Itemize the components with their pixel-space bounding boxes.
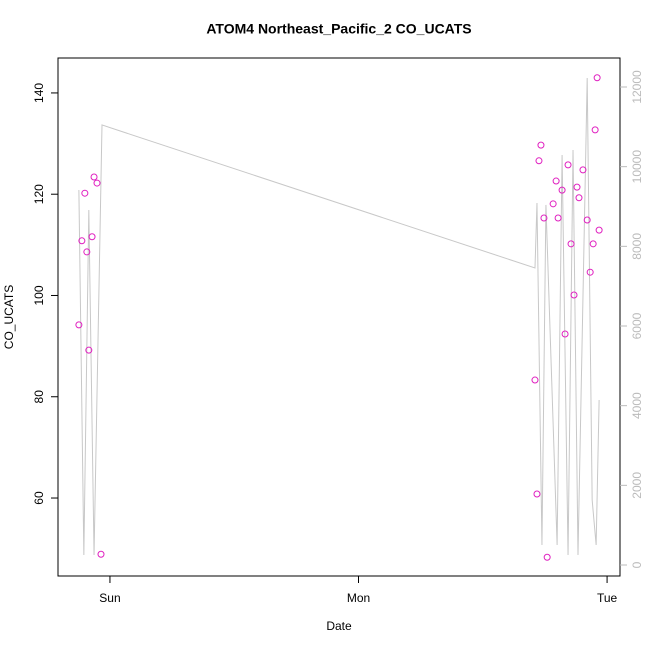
point <box>591 126 599 134</box>
y-tick-label: 80 <box>32 390 46 404</box>
point <box>593 74 601 82</box>
point <box>586 268 594 276</box>
point <box>85 346 93 354</box>
point <box>589 240 597 248</box>
point <box>83 248 91 256</box>
point <box>543 553 551 561</box>
point <box>573 183 581 191</box>
line <box>78 77 600 556</box>
point <box>93 179 101 187</box>
point <box>570 291 578 299</box>
x-tick-label: Mon <box>347 591 370 605</box>
point <box>78 237 86 245</box>
y2-tick-label: 10000 <box>630 150 644 184</box>
x-axis-label: Date <box>326 619 352 633</box>
point <box>97 550 105 558</box>
point <box>75 321 83 329</box>
point <box>549 200 557 208</box>
y-tick-label: 140 <box>32 83 46 103</box>
y-tick-label: 100 <box>32 285 46 305</box>
point <box>552 177 560 185</box>
y2-tick-label: 8000 <box>630 233 644 260</box>
point <box>567 240 575 248</box>
point <box>88 233 96 241</box>
point <box>595 226 603 234</box>
point <box>564 161 572 169</box>
y2-tick-label: 4000 <box>630 392 644 419</box>
point <box>540 214 548 222</box>
y-tick-label: 60 <box>32 491 46 505</box>
point <box>579 166 587 174</box>
point <box>558 186 566 194</box>
chart-title: ATOM4 Northeast_Pacific_2 CO_UCATS <box>206 21 471 37</box>
point <box>533 490 541 498</box>
point <box>90 173 98 181</box>
point <box>81 189 89 197</box>
y-axis-label: CO_UCATS <box>2 285 16 349</box>
point <box>535 157 543 165</box>
plot-box <box>57 57 621 577</box>
y2-tick-label: 6000 <box>630 312 644 339</box>
point <box>575 194 583 202</box>
point <box>583 216 591 224</box>
y-tick-label: 120 <box>32 184 46 204</box>
y2-tick-label: 12000 <box>630 70 644 104</box>
point <box>561 330 569 338</box>
point <box>554 214 562 222</box>
y2-tick-label: 2000 <box>630 472 644 499</box>
point <box>531 376 539 384</box>
point <box>537 141 545 149</box>
x-tick-label: Tue <box>597 591 618 605</box>
y2-tick-label: 0 <box>630 561 644 568</box>
x-tick-label: Sun <box>99 591 120 605</box>
